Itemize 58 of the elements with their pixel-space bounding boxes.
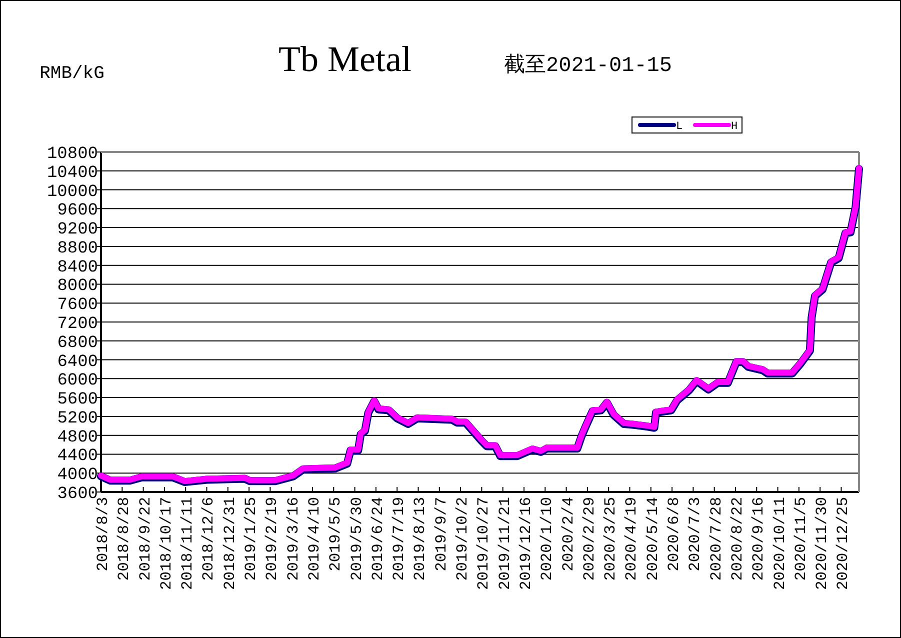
x-tick-label: 2020/4/19 bbox=[622, 497, 641, 581]
x-tick-label: 2020/2/29 bbox=[580, 497, 598, 581]
x-tick-label: 2020/12/25 bbox=[834, 497, 852, 590]
x-tick-label: 2018/10/17 bbox=[157, 497, 176, 590]
x-tick-label: 2019/9/7 bbox=[432, 497, 450, 572]
x-tick-label: 2020/7/3 bbox=[686, 497, 704, 572]
y-tick-label: 8000 bbox=[57, 277, 98, 296]
x-tick-label: 2019/10/2 bbox=[454, 497, 472, 581]
y-tick-label: 6000 bbox=[57, 372, 98, 391]
y-tick-label: 7200 bbox=[57, 315, 98, 334]
chart-title: Tb Metal bbox=[278, 39, 412, 79]
y-tick-label: 6400 bbox=[57, 352, 98, 372]
x-tick-label: 2018/11/11 bbox=[178, 497, 197, 590]
x-tick-label: 2019/5/30 bbox=[348, 497, 366, 581]
x-tick-label: 2019/8/13 bbox=[411, 497, 430, 581]
x-tick-label: 2020/6/8 bbox=[665, 497, 684, 572]
x-tick-label: 2020/5/14 bbox=[644, 497, 662, 581]
x-tick-label: 2019/7/19 bbox=[390, 497, 408, 581]
y-tick-label: 10400 bbox=[46, 164, 98, 183]
x-tick-label: 2020/10/11 bbox=[770, 497, 789, 590]
legend-label: L bbox=[676, 121, 683, 133]
x-tick-label: 2019/12/16 bbox=[516, 497, 535, 590]
x-tick-label: 2019/3/16 bbox=[284, 497, 302, 581]
x-tick-label: 2020/11/30 bbox=[813, 497, 832, 590]
x-tick-label: 2019/1/25 bbox=[242, 497, 260, 581]
y-tick-label: 9200 bbox=[57, 220, 98, 240]
chart-subtitle: 截至2021-01-15 bbox=[504, 53, 672, 78]
y-tick-label: 9600 bbox=[57, 202, 98, 221]
y-tick-label: 8400 bbox=[57, 258, 98, 278]
y-tick-label: 5600 bbox=[57, 390, 98, 410]
legend-label: H bbox=[731, 121, 738, 133]
x-tick-label: 2019/10/27 bbox=[474, 497, 493, 590]
y-tick-label: 5200 bbox=[57, 409, 98, 428]
x-tick-label: 2019/4/10 bbox=[305, 497, 324, 581]
y-tick-label: 10000 bbox=[46, 182, 98, 202]
x-tick-label: 2020/1/10 bbox=[538, 497, 556, 581]
x-tick-label: 2019/6/24 bbox=[368, 497, 387, 581]
y-tick-label: 4000 bbox=[57, 466, 98, 486]
x-tick-label: 2018/9/22 bbox=[136, 497, 154, 581]
y-tick-label: 10800 bbox=[46, 145, 98, 164]
x-tick-label: 2019/11/21 bbox=[496, 497, 514, 590]
y-tick-label: 4800 bbox=[57, 428, 98, 448]
x-tick-label: 2018/8/28 bbox=[115, 497, 134, 581]
y-axis-title: RMB/kG bbox=[40, 64, 104, 84]
y-tick-label: 8800 bbox=[57, 239, 98, 258]
x-tick-label: 2020/3/25 bbox=[602, 497, 620, 581]
x-tick-label: 2018/12/6 bbox=[200, 497, 218, 581]
x-tick-label: 2019/5/5 bbox=[326, 497, 345, 572]
x-tick-label: 2020/7/28 bbox=[707, 497, 726, 581]
x-tick-label: 2019/2/19 bbox=[263, 497, 282, 581]
y-tick-label: 4400 bbox=[57, 447, 98, 466]
x-tick-label: 2020/9/16 bbox=[750, 497, 768, 581]
x-tick-label: 2020/2/4 bbox=[559, 497, 578, 572]
x-tick-label: 2018/12/31 bbox=[220, 497, 239, 590]
x-tick-label: 2020/8/22 bbox=[728, 497, 746, 581]
y-tick-label: 7600 bbox=[57, 296, 98, 316]
y-tick-label: 6800 bbox=[57, 334, 98, 353]
x-tick-label: 2020/11/5 bbox=[792, 497, 810, 581]
